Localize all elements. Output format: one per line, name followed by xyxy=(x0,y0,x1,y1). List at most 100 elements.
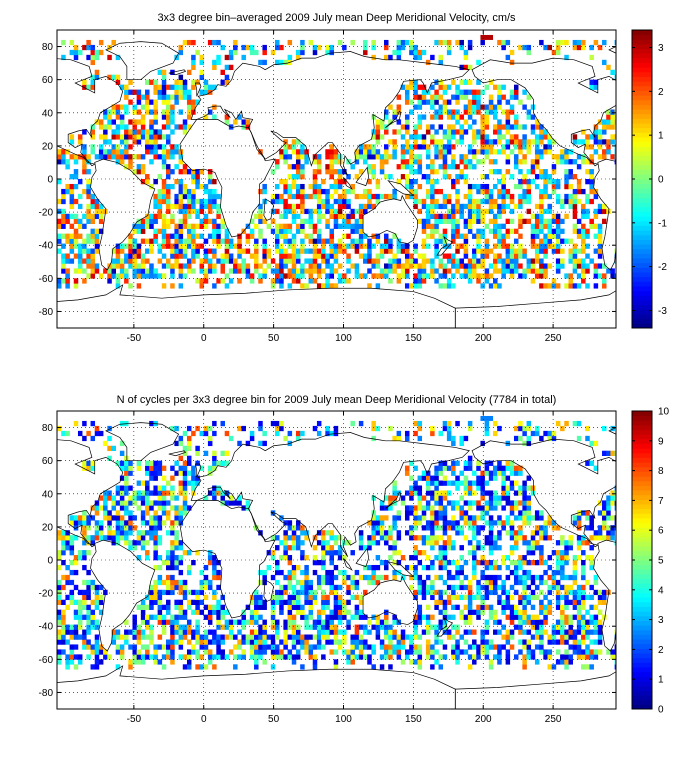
colorbar-segment xyxy=(632,258,652,264)
heatmap-cell xyxy=(488,545,494,551)
heatmap-cell xyxy=(65,273,70,279)
heatmap-cell xyxy=(228,258,234,264)
colorbar-segment xyxy=(632,253,652,259)
heatmap-cell xyxy=(593,149,599,155)
heatmap-cell xyxy=(488,609,494,615)
heatmap-cell xyxy=(191,253,196,259)
heatmap-cell xyxy=(593,649,599,655)
heatmap-cell xyxy=(467,99,473,105)
heatmap-cell xyxy=(463,639,469,645)
heatmap-cell xyxy=(312,555,318,561)
heatmap-cell xyxy=(325,604,330,610)
heatmap-cell xyxy=(384,44,389,51)
heatmap-cell xyxy=(304,248,309,254)
colorbar-segment xyxy=(632,62,652,68)
heatmap-cell xyxy=(350,644,355,650)
heatmap-cell xyxy=(371,243,376,249)
heatmap-cell xyxy=(547,654,553,660)
heatmap-cell xyxy=(249,44,255,51)
heatmap-cell xyxy=(69,550,75,556)
heatmap-cell xyxy=(82,84,87,90)
heatmap-cell xyxy=(136,535,142,541)
heatmap-cell xyxy=(207,584,213,591)
heatmap-cell xyxy=(484,624,490,630)
heatmap-cell xyxy=(472,273,477,279)
heatmap-cell xyxy=(388,644,393,650)
heatmap-cell xyxy=(480,198,485,205)
heatmap-cell xyxy=(472,574,477,581)
heatmap-cell xyxy=(283,198,288,205)
heatmap-cell xyxy=(300,49,305,56)
heatmap-cell xyxy=(513,124,519,130)
heatmap-cell xyxy=(488,495,494,501)
heatmap-cell xyxy=(493,243,498,249)
heatmap-cell xyxy=(153,233,158,239)
heatmap-cell xyxy=(493,589,498,596)
heatmap-cell xyxy=(480,644,485,650)
heatmap-cell xyxy=(572,569,578,576)
heatmap-cell xyxy=(325,545,330,551)
heatmap-cell xyxy=(375,273,381,279)
heatmap-cell xyxy=(119,490,125,496)
heatmap-cell xyxy=(430,139,435,145)
heatmap-cell xyxy=(61,218,66,224)
heatmap-cell xyxy=(522,560,527,566)
heatmap-cell xyxy=(82,223,87,229)
heatmap-cell xyxy=(384,114,389,120)
heatmap-cell xyxy=(576,183,582,190)
heatmap-cell xyxy=(539,535,544,541)
heatmap-cell xyxy=(384,159,389,165)
heatmap-cell xyxy=(228,500,234,506)
heatmap-cell xyxy=(283,223,288,229)
heatmap-cell xyxy=(174,545,179,551)
heatmap-cell xyxy=(270,604,276,610)
heatmap-cell xyxy=(409,149,414,155)
heatmap-cell xyxy=(329,619,335,625)
heatmap-cell xyxy=(249,619,255,625)
heatmap-cell xyxy=(170,639,175,645)
heatmap-cell xyxy=(220,79,225,85)
heatmap-cell xyxy=(291,179,297,185)
coastline xyxy=(593,158,616,271)
heatmap-cell xyxy=(149,119,154,125)
heatmap-cell xyxy=(480,104,485,110)
heatmap-cell xyxy=(287,283,293,289)
heatmap-cell xyxy=(153,273,158,279)
heatmap-cell xyxy=(94,604,100,610)
heatmap-cell xyxy=(371,273,376,279)
heatmap-cell xyxy=(57,639,62,645)
heatmap-cell xyxy=(57,599,62,605)
heatmap-cell xyxy=(107,139,112,145)
heatmap-cell xyxy=(455,500,460,506)
heatmap-cell xyxy=(446,109,452,115)
heatmap-cell xyxy=(472,268,477,274)
heatmap-cell xyxy=(291,243,297,249)
heatmap-cell xyxy=(212,179,217,185)
heatmap-cell xyxy=(329,639,335,645)
heatmap-cell xyxy=(384,54,389,61)
heatmap-cell xyxy=(275,589,280,596)
heatmap-cell xyxy=(153,614,158,620)
heatmap-cell xyxy=(421,495,427,501)
heatmap-cell xyxy=(501,599,506,605)
heatmap-cell xyxy=(136,273,142,279)
heatmap-cell xyxy=(279,555,284,561)
heatmap-cell xyxy=(145,550,150,556)
heatmap-cell xyxy=(166,490,171,496)
heatmap-cell xyxy=(392,485,397,491)
heatmap-cell xyxy=(98,134,104,140)
heatmap-cell xyxy=(363,574,368,581)
heatmap-cell xyxy=(157,174,163,180)
heatmap-cell xyxy=(589,535,594,541)
heatmap-cell xyxy=(174,203,179,210)
heatmap-cell xyxy=(392,109,397,115)
heatmap-cell xyxy=(610,654,615,660)
heatmap-cell xyxy=(384,268,389,274)
heatmap-cell xyxy=(178,634,184,640)
heatmap-cell xyxy=(115,530,121,536)
heatmap-cell xyxy=(371,644,376,650)
heatmap-cell xyxy=(270,228,276,234)
heatmap-cell xyxy=(497,530,502,536)
heatmap-cell xyxy=(212,594,217,601)
heatmap-cell xyxy=(295,525,301,531)
